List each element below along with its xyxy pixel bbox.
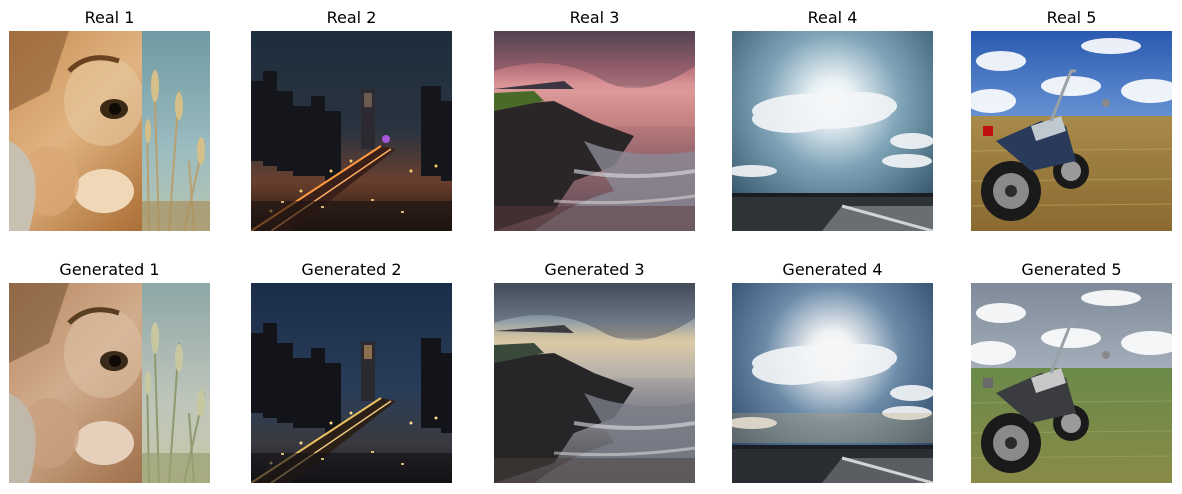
sun-clouds-road-photo — [732, 31, 933, 231]
panel-title: Generated 3 — [544, 260, 645, 279]
cat-photo — [9, 31, 210, 231]
night-city-bridge-photo — [251, 31, 452, 231]
sun-clouds-road-photo — [732, 283, 933, 483]
panel-title: Real 2 — [326, 8, 377, 27]
panel-title: Real 1 — [84, 8, 135, 27]
panel-title: Generated 5 — [1021, 260, 1122, 279]
night-city-bridge-photo — [251, 283, 452, 483]
panel-title: Generated 4 — [782, 260, 883, 279]
panel-title: Real 5 — [1046, 8, 1097, 27]
cat-photo — [9, 283, 210, 483]
coast-sunset-photo — [494, 31, 695, 231]
panel-title: Generated 2 — [301, 260, 402, 279]
panel-title: Real 4 — [807, 8, 858, 27]
motorcycle-field-photo — [971, 283, 1172, 483]
coast-sunset-photo — [494, 283, 695, 483]
panel-title: Generated 1 — [59, 260, 160, 279]
motorcycle-field-photo — [971, 31, 1172, 231]
panel-title: Real 3 — [569, 8, 620, 27]
